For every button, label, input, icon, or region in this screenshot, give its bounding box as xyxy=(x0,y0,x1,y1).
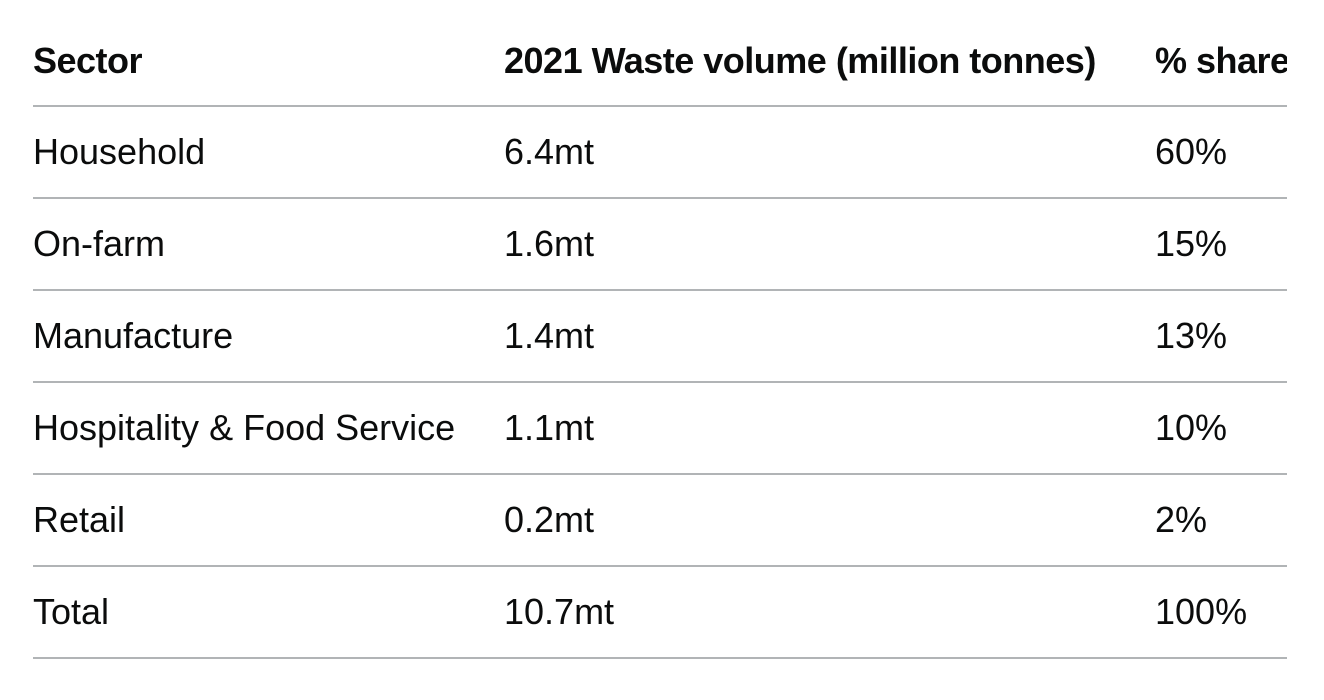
cell-sector: Retail xyxy=(33,474,504,567)
header-share: % share xyxy=(1155,16,1287,107)
cell-sector: Hospitality & Food Service xyxy=(33,382,504,475)
table-row: Hospitality & Food Service 1.1mt 10% xyxy=(33,382,1287,475)
cell-waste-volume: 10.7mt xyxy=(504,566,1155,659)
cell-waste-volume: 6.4mt xyxy=(504,106,1155,199)
cell-share: 60% xyxy=(1155,106,1287,199)
waste-by-sector-table: Sector 2021 Waste volume (million tonnes… xyxy=(33,16,1287,659)
cell-share: 100% xyxy=(1155,566,1287,659)
cell-waste-volume: 1.1mt xyxy=(504,382,1155,475)
cell-sector: Manufacture xyxy=(33,290,504,383)
cell-share: 10% xyxy=(1155,382,1287,475)
header-waste-volume: 2021 Waste volume (million tonnes) xyxy=(504,16,1155,107)
table-row: Retail 0.2mt 2% xyxy=(33,474,1287,567)
cell-sector: Total xyxy=(33,566,504,659)
cell-share: 2% xyxy=(1155,474,1287,567)
table-row: Household 6.4mt 60% xyxy=(33,106,1287,199)
table-row: On-farm 1.6mt 15% xyxy=(33,198,1287,291)
cell-share: 15% xyxy=(1155,198,1287,291)
table-row-total: Total 10.7mt 100% xyxy=(33,566,1287,659)
cell-share: 13% xyxy=(1155,290,1287,383)
cell-sector: On-farm xyxy=(33,198,504,291)
cell-sector: Household xyxy=(33,106,504,199)
table-row: Manufacture 1.4mt 13% xyxy=(33,290,1287,383)
cell-waste-volume: 1.6mt xyxy=(504,198,1155,291)
cell-waste-volume: 1.4mt xyxy=(504,290,1155,383)
table-header-row: Sector 2021 Waste volume (million tonnes… xyxy=(33,16,1287,107)
header-sector: Sector xyxy=(33,16,504,107)
waste-table-container: Sector 2021 Waste volume (million tonnes… xyxy=(33,16,1287,659)
cell-waste-volume: 0.2mt xyxy=(504,474,1155,567)
